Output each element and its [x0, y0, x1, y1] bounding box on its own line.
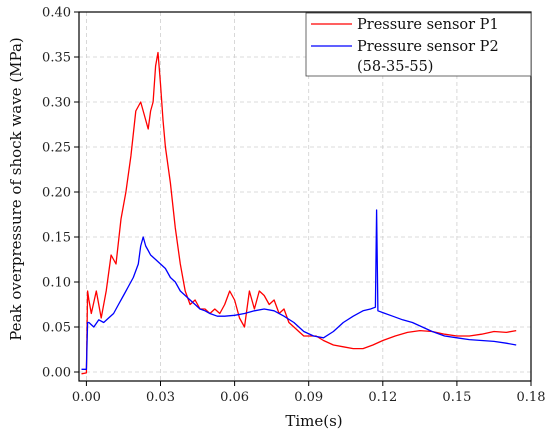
- x-tick-labels: 0.00 0.03 0.06 0.09 0.12 0.15 0.18: [72, 390, 546, 405]
- y-tick-label: 0.15: [42, 231, 71, 246]
- x-tick-label: 0.03: [146, 390, 175, 405]
- y-tick-label: 0.25: [42, 141, 71, 156]
- y-tick-labels: 0.00 0.05 0.10 0.15 0.20 0.25 0.30 0.35 0.40: [42, 6, 71, 381]
- series-line-p2: [81, 209, 517, 370]
- plot-frame: [78, 11, 532, 382]
- tick-marks: [74, 11, 532, 386]
- y-tick-label: 0.30: [42, 96, 71, 111]
- legend-label-p1: Pressure sensor P1: [357, 17, 499, 33]
- x-tick-label: 0.15: [442, 390, 471, 405]
- y-tick-label: 0.05: [42, 321, 71, 336]
- x-tick-label: 0.18: [517, 390, 546, 405]
- series-line-p1: [81, 51, 517, 375]
- x-tick-label: 0.00: [72, 390, 101, 405]
- legend: Pressure sensor P1 Pressure sensor P2 (5…: [305, 12, 532, 77]
- y-tick-label: 0.10: [42, 276, 71, 291]
- series-layer: [81, 51, 517, 375]
- legend-label-p2: Pressure sensor P2: [357, 39, 499, 55]
- x-tick-label: 0.06: [220, 390, 249, 405]
- y-tick-label: 0.20: [42, 186, 71, 201]
- y-tick-label: 0.00: [42, 366, 71, 381]
- legend-note: (58-35-55): [357, 59, 433, 75]
- x-axis-title: Time(s): [285, 412, 342, 430]
- x-tick-label: 0.12: [368, 390, 397, 405]
- y-tick-label: 0.40: [42, 6, 71, 21]
- y-tick-label: 0.35: [42, 51, 71, 66]
- grid: [79, 12, 531, 381]
- x-tick-label: 0.09: [294, 390, 323, 405]
- y-axis-title: Peak overpressure of shock wave (MPa): [7, 37, 25, 341]
